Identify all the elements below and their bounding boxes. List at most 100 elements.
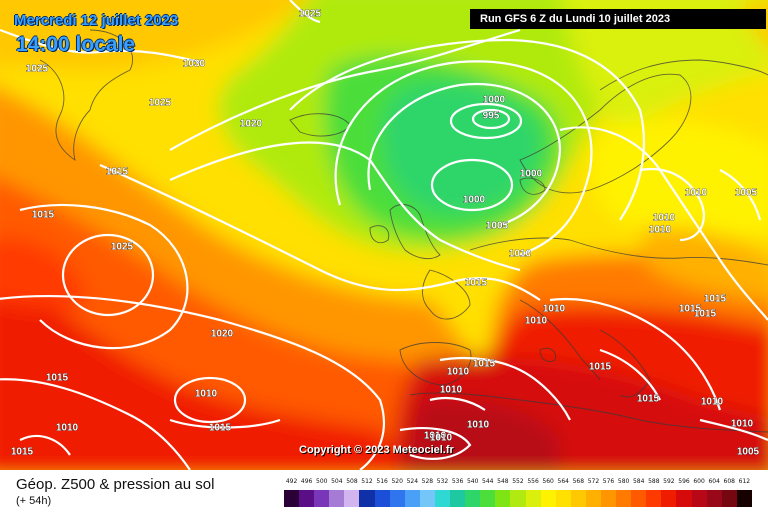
isobar-label: 1015: [11, 447, 34, 458]
scale-swatch: [480, 490, 496, 507]
isobar-label: 1015: [32, 210, 55, 221]
map-canvas: 1025 1030 1025 1025 1020 1000 995 1000 1000 1005 1…: [0, 0, 768, 470]
scale-label: 560: [542, 478, 554, 485]
isobar-label: 1010: [56, 423, 79, 434]
legend-title: Géop. Z500 & pression au sol: [16, 476, 215, 493]
model-run-info: Run GFS 6 Z du Lundi 10 juillet 2023: [470, 9, 766, 29]
scale-label: 524: [406, 478, 419, 485]
legend-panel: Géop. Z500 & pression au sol (+ 54h) 492…: [0, 470, 768, 512]
color-scale: 492 496 500 504 508 512 516 520 524 528 532 536 540 5…: [284, 478, 752, 507]
isobar-label: 1015: [465, 278, 488, 289]
forecast-date: Mercredi 12 juillet 2023: [14, 12, 179, 29]
isobar-label: 1000: [483, 95, 506, 106]
geopotential-shading: [0, 0, 768, 470]
isobar-label: 1015: [694, 309, 717, 320]
landmasses: [39, 29, 768, 433]
scale-swatch: [465, 490, 481, 507]
scale-swatch: [540, 490, 556, 507]
scale-swatch: [631, 490, 647, 507]
isobar-label: 1015: [209, 423, 232, 434]
isobar-label: 1010: [543, 304, 566, 315]
scale-swatch: [555, 490, 571, 507]
isobar-label: 1015: [589, 362, 612, 373]
scale-swatch: [374, 490, 390, 507]
scale-swatch: [676, 490, 692, 507]
isobar-labels: 1025 1030 1025 1025 1020 1000 995 1000 1000 1005 1…: [11, 8, 760, 458]
scale-label: 592: [663, 478, 675, 485]
isobar-label: 1015: [473, 359, 496, 370]
color-scale-bar: [284, 490, 752, 507]
isobar-label: 1015: [46, 373, 69, 384]
isobar-label: 1010: [701, 397, 724, 408]
scale-label: 588: [648, 478, 660, 485]
scale-swatch: [706, 490, 722, 507]
scale-label: 544: [482, 478, 494, 485]
scale-label: 508: [346, 478, 358, 485]
isobar-label: 1015: [704, 294, 727, 305]
copyright-notice: Copyright © 2023 Meteociel.fr: [299, 444, 454, 456]
isobar-label: 1015: [106, 167, 129, 178]
weather-map: 1025 1030 1025 1025 1020 1000 995 1000 1000 1005 1…: [0, 0, 768, 470]
scale-label: 552: [512, 478, 524, 485]
isobar-label: 1030: [183, 59, 206, 70]
isobar-label: 1000: [463, 195, 486, 206]
scale-label: 556: [527, 478, 539, 485]
scale-swatch: [434, 490, 451, 507]
scale-swatch: [600, 490, 617, 507]
scale-swatch: [585, 490, 601, 507]
scale-label: 584: [632, 478, 645, 485]
isobar-label: 1010: [731, 419, 754, 430]
isobar-label: 1005: [486, 221, 509, 232]
scale-label: 500: [316, 478, 328, 485]
isobar-label: 1020: [240, 119, 263, 130]
scale-swatch: [616, 490, 632, 507]
scale-swatch: [495, 490, 511, 507]
scale-swatch: [450, 490, 466, 507]
scale-label: 600: [693, 478, 705, 485]
scale-swatch: [359, 490, 375, 507]
scale-swatch: [661, 490, 677, 507]
scale-label: 576: [602, 478, 615, 485]
scale-label: 612: [738, 478, 751, 485]
scale-swatch: [314, 490, 330, 507]
isobar-label: 1010: [509, 249, 532, 260]
isobar-label: 1010: [447, 367, 470, 378]
scale-label: 568: [572, 478, 585, 485]
scale-swatch: [404, 490, 420, 507]
scale-swatch: [525, 490, 541, 507]
scale-label: 580: [617, 478, 630, 485]
scale-label: 512: [361, 478, 373, 485]
scale-label: 540: [466, 478, 479, 485]
scale-label: 520: [391, 478, 403, 485]
isobar-label: 1015: [679, 304, 702, 315]
isobar-label: 1010: [195, 389, 218, 400]
scale-swatch: [284, 490, 300, 507]
scale-label: 516: [376, 478, 388, 485]
scale-label: 504: [331, 478, 343, 485]
scale-swatch: [570, 490, 586, 507]
scale-label: 596: [678, 478, 690, 485]
isobar-label: 1005: [737, 447, 760, 458]
isobar-label: 1010: [525, 316, 548, 327]
isobars: [0, 0, 768, 470]
legend-lead-time: (+ 54h): [16, 495, 52, 507]
scale-label: 532: [436, 478, 449, 485]
scale-label: 608: [723, 478, 735, 485]
scale-swatch: [646, 490, 662, 507]
isobar-label: 1010: [467, 420, 490, 431]
scale-swatch: [299, 490, 315, 507]
isobar-label: 1010: [685, 188, 708, 199]
scale-label: 604: [708, 478, 720, 485]
scale-label: 492: [285, 478, 298, 485]
scale-swatch: [721, 490, 737, 507]
scale-swatch: [329, 490, 345, 507]
scale-swatch: [389, 490, 405, 507]
scale-swatch: [510, 490, 526, 507]
isobar-label: 1010: [430, 433, 453, 444]
isobar-label: 995: [483, 111, 500, 122]
isobar-label: 1000: [520, 169, 543, 180]
scale-label: 548: [497, 478, 509, 485]
scale-label: 572: [587, 478, 600, 485]
isobar-label: 1025: [26, 64, 49, 75]
scale-swatch: [419, 490, 435, 507]
